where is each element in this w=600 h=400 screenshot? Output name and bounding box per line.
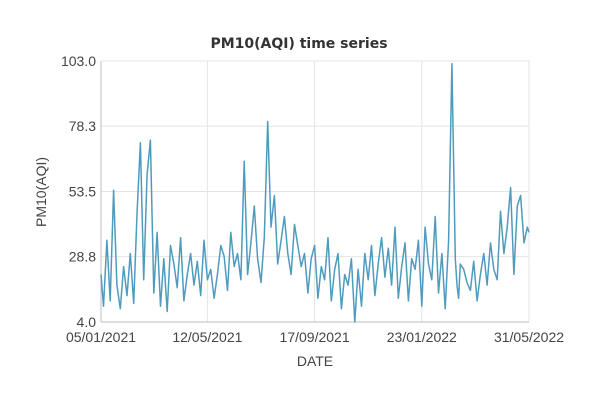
tick-layer: 4.0 28.8 53.5 78.3 103.0 05/01/2021 12/05/2021… [61, 53, 564, 345]
x-tick-label: 05/01/2021 [66, 329, 136, 345]
y-tick-label: 28.8 [69, 249, 96, 265]
chart-title: PM10(AQI) time series [210, 36, 387, 52]
x-tick-label: 23/01/2022 [387, 329, 457, 345]
y-tick-label: 4.0 [77, 314, 97, 330]
x-tick-label: 17/09/2021 [280, 329, 350, 345]
x-axis-title: DATE [297, 353, 333, 369]
y-tick-label: 53.5 [69, 184, 96, 200]
pm10-series-line [100, 62, 530, 323]
series-layer [100, 62, 530, 323]
x-tick-label: 12/05/2021 [172, 329, 242, 345]
x-tick-label: 31/05/2022 [494, 329, 564, 345]
y-tick-label: 103.0 [61, 53, 96, 69]
y-tick-label: 78.3 [69, 118, 96, 134]
y-axis-title: PM10(AQI) [33, 157, 49, 227]
